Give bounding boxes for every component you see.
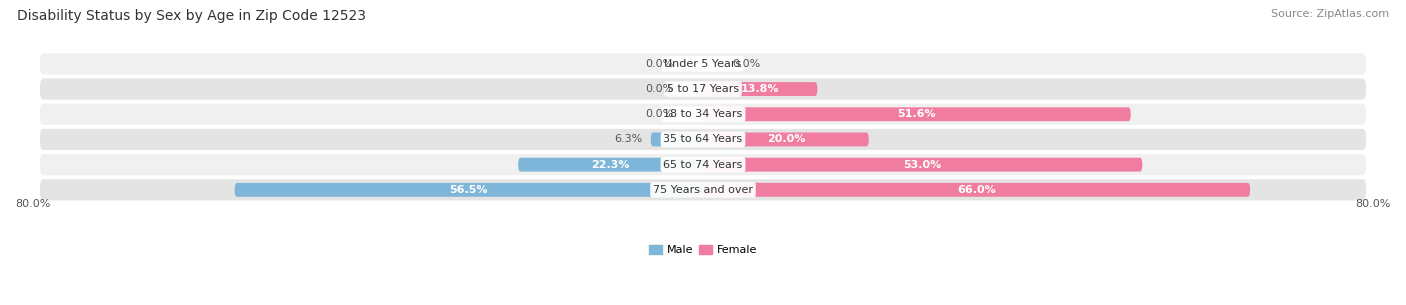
Text: Under 5 Years: Under 5 Years: [665, 59, 741, 69]
Text: 56.5%: 56.5%: [450, 185, 488, 195]
FancyBboxPatch shape: [651, 132, 703, 146]
Text: 75 Years and over: 75 Years and over: [652, 185, 754, 195]
Text: 0.0%: 0.0%: [645, 84, 673, 94]
FancyBboxPatch shape: [703, 183, 1250, 197]
Text: 6.3%: 6.3%: [614, 135, 643, 145]
FancyBboxPatch shape: [39, 78, 1367, 100]
FancyBboxPatch shape: [519, 158, 703, 172]
Text: Disability Status by Sex by Age in Zip Code 12523: Disability Status by Sex by Age in Zip C…: [17, 9, 366, 23]
Text: 80.0%: 80.0%: [1355, 199, 1391, 210]
FancyBboxPatch shape: [703, 158, 1142, 172]
FancyBboxPatch shape: [39, 129, 1367, 150]
Legend: Male, Female: Male, Female: [644, 240, 762, 260]
Text: 22.3%: 22.3%: [592, 160, 630, 170]
Text: 51.6%: 51.6%: [897, 109, 936, 119]
Text: 13.8%: 13.8%: [741, 84, 779, 94]
FancyBboxPatch shape: [39, 179, 1367, 200]
Text: 53.0%: 53.0%: [904, 160, 942, 170]
Text: 0.0%: 0.0%: [645, 59, 673, 69]
Text: 80.0%: 80.0%: [15, 199, 51, 210]
FancyBboxPatch shape: [39, 104, 1367, 125]
FancyBboxPatch shape: [39, 53, 1367, 74]
FancyBboxPatch shape: [39, 154, 1367, 175]
Text: Source: ZipAtlas.com: Source: ZipAtlas.com: [1271, 9, 1389, 19]
Text: 65 to 74 Years: 65 to 74 Years: [664, 160, 742, 170]
Text: 35 to 64 Years: 35 to 64 Years: [664, 135, 742, 145]
FancyBboxPatch shape: [703, 82, 817, 96]
FancyBboxPatch shape: [703, 107, 1130, 121]
Text: 18 to 34 Years: 18 to 34 Years: [664, 109, 742, 119]
Text: 5 to 17 Years: 5 to 17 Years: [666, 84, 740, 94]
FancyBboxPatch shape: [235, 183, 703, 197]
Text: 0.0%: 0.0%: [733, 59, 761, 69]
Text: 0.0%: 0.0%: [645, 109, 673, 119]
Text: 20.0%: 20.0%: [766, 135, 806, 145]
FancyBboxPatch shape: [703, 132, 869, 146]
Text: 66.0%: 66.0%: [957, 185, 995, 195]
